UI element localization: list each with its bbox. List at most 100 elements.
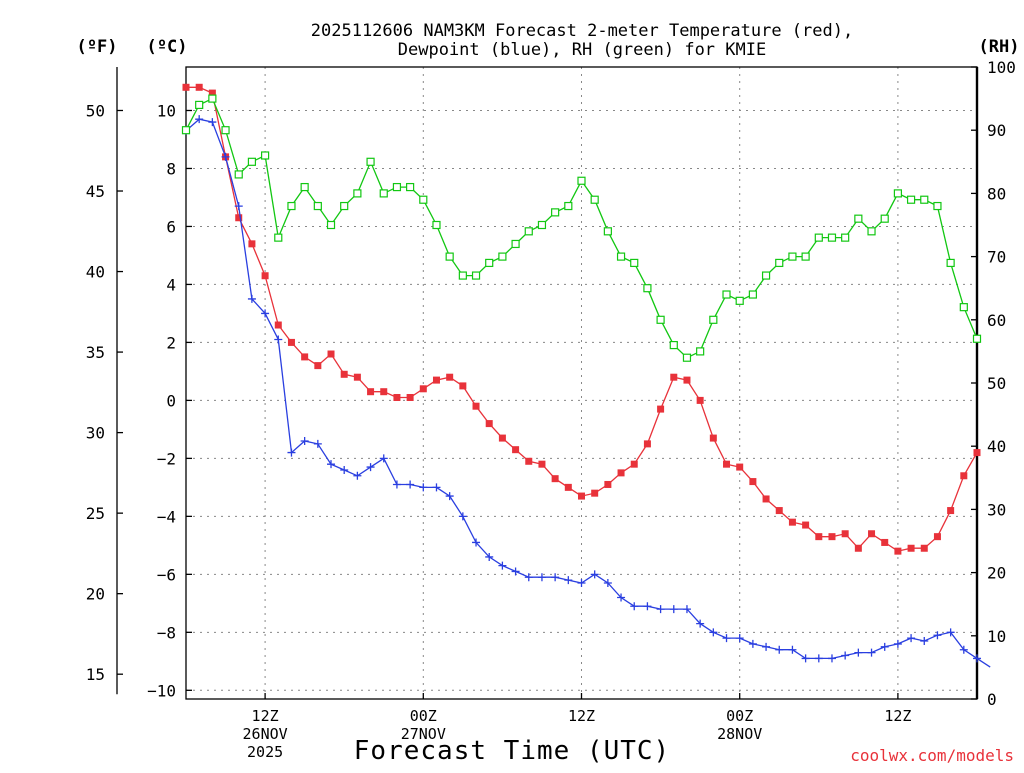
celsius-tick-label: 4 — [166, 275, 176, 294]
celsius-tick-label: 2 — [166, 333, 176, 352]
dewpoint-point — [762, 642, 771, 651]
rh-tick-label: 90 — [987, 121, 1006, 140]
temperature-point — [274, 321, 282, 329]
rh-point — [406, 182, 415, 192]
temperature-point — [485, 420, 493, 428]
fahrenheit-tick-label: 45 — [86, 182, 105, 201]
rh-point — [511, 239, 520, 249]
temperature-point — [564, 483, 572, 491]
rh-point — [656, 315, 665, 324]
rh-point — [458, 271, 467, 280]
dewpoint-point — [208, 118, 217, 127]
temperature-point — [472, 402, 480, 410]
x-tick-label: 00Z — [410, 707, 437, 725]
temperature-point — [973, 449, 981, 457]
rh-point — [247, 157, 257, 166]
rh-point — [366, 157, 375, 166]
rh-tick-label: 80 — [987, 184, 1006, 203]
rh-point — [287, 201, 296, 211]
dewpoint-point — [234, 202, 243, 211]
celsius-tick-label: −10 — [147, 681, 176, 700]
dewpoint-point — [669, 605, 678, 614]
dewpoint-point — [867, 648, 876, 657]
rh-point — [735, 296, 744, 305]
rh-point — [841, 233, 850, 242]
rh-point — [893, 189, 903, 198]
temperature-point — [841, 530, 849, 538]
temperature-point — [446, 373, 454, 381]
temperature-point — [828, 533, 836, 541]
rh-point — [326, 220, 336, 230]
temperature-point — [314, 362, 322, 370]
dewpoint-point — [801, 654, 810, 663]
x-tick-label: 12Z — [568, 707, 595, 725]
dewpoint-point — [419, 483, 428, 492]
fahrenheit-tick-label: 50 — [86, 101, 105, 120]
x-tick-label: 00Z — [726, 707, 753, 725]
temperature-point — [459, 382, 467, 390]
tick-labels: 1086420−2−4−6−8−105045403530252015100908… — [86, 58, 1016, 761]
rh-point — [537, 220, 547, 230]
rh-point — [669, 340, 678, 350]
rh-tick-label: 100 — [987, 58, 1016, 77]
rh-point — [485, 258, 494, 268]
x-tick-label: 27NOV — [401, 725, 446, 743]
temperature-point — [340, 370, 348, 378]
x-tick-label: 26NOV — [243, 725, 288, 743]
dewpoint-point — [788, 645, 797, 654]
temperature-point — [775, 507, 783, 515]
rh-point — [748, 290, 757, 299]
x-axis-label: Forecast Time (UTC) — [354, 736, 670, 766]
rh-point — [221, 126, 230, 135]
rh-point — [564, 201, 573, 211]
rh-tick-label: 70 — [987, 248, 1006, 267]
rh-point — [379, 189, 388, 198]
rh-point — [920, 195, 929, 204]
dewpoint-point — [353, 471, 362, 480]
rh-tick-label: 20 — [987, 564, 1006, 583]
dewpoint-point — [577, 579, 586, 588]
dewpoint-point — [472, 538, 481, 547]
temperature-point — [578, 492, 585, 500]
rh-point — [392, 182, 402, 192]
rh-point — [709, 315, 718, 324]
rh-tick-label: 40 — [987, 437, 1006, 456]
temperature-point — [287, 338, 295, 346]
rh-point — [827, 233, 837, 242]
temperature-point — [301, 353, 309, 361]
celsius-tick-label: −2 — [157, 449, 176, 468]
temperature-point — [802, 521, 810, 529]
rh-point — [880, 214, 889, 223]
temperature-point — [643, 440, 651, 448]
rh-point — [801, 252, 810, 261]
dewpoint-point — [854, 648, 863, 657]
temperature-point — [525, 457, 533, 465]
data-series — [181, 83, 991, 668]
temperature-point — [419, 385, 427, 393]
temperature-point — [367, 388, 375, 396]
rh-point — [471, 271, 481, 280]
dewpoint-point — [551, 573, 560, 582]
temperature-point — [894, 547, 902, 555]
temperature-point — [670, 373, 678, 381]
dewpoint-point — [603, 579, 612, 588]
temperature-point — [933, 533, 941, 541]
x-tick-label: 2025 — [247, 743, 283, 761]
rh-point — [946, 258, 955, 268]
celsius-tick-label: −4 — [157, 507, 176, 526]
dewpoint-point — [722, 634, 731, 643]
rh-point — [788, 252, 797, 261]
rh-point — [630, 258, 639, 268]
rh-point — [524, 227, 533, 236]
dewpoint-point — [880, 642, 889, 651]
rh-point — [551, 208, 560, 217]
dewpoint-line — [185, 118, 991, 668]
celsius-units-label: (ºC) — [147, 37, 188, 57]
x-tick-label: 12Z — [884, 707, 911, 725]
dewpoint-point — [524, 573, 533, 582]
rh-point — [590, 195, 599, 204]
rh-point — [353, 189, 362, 198]
dewpoint-point — [340, 465, 349, 474]
